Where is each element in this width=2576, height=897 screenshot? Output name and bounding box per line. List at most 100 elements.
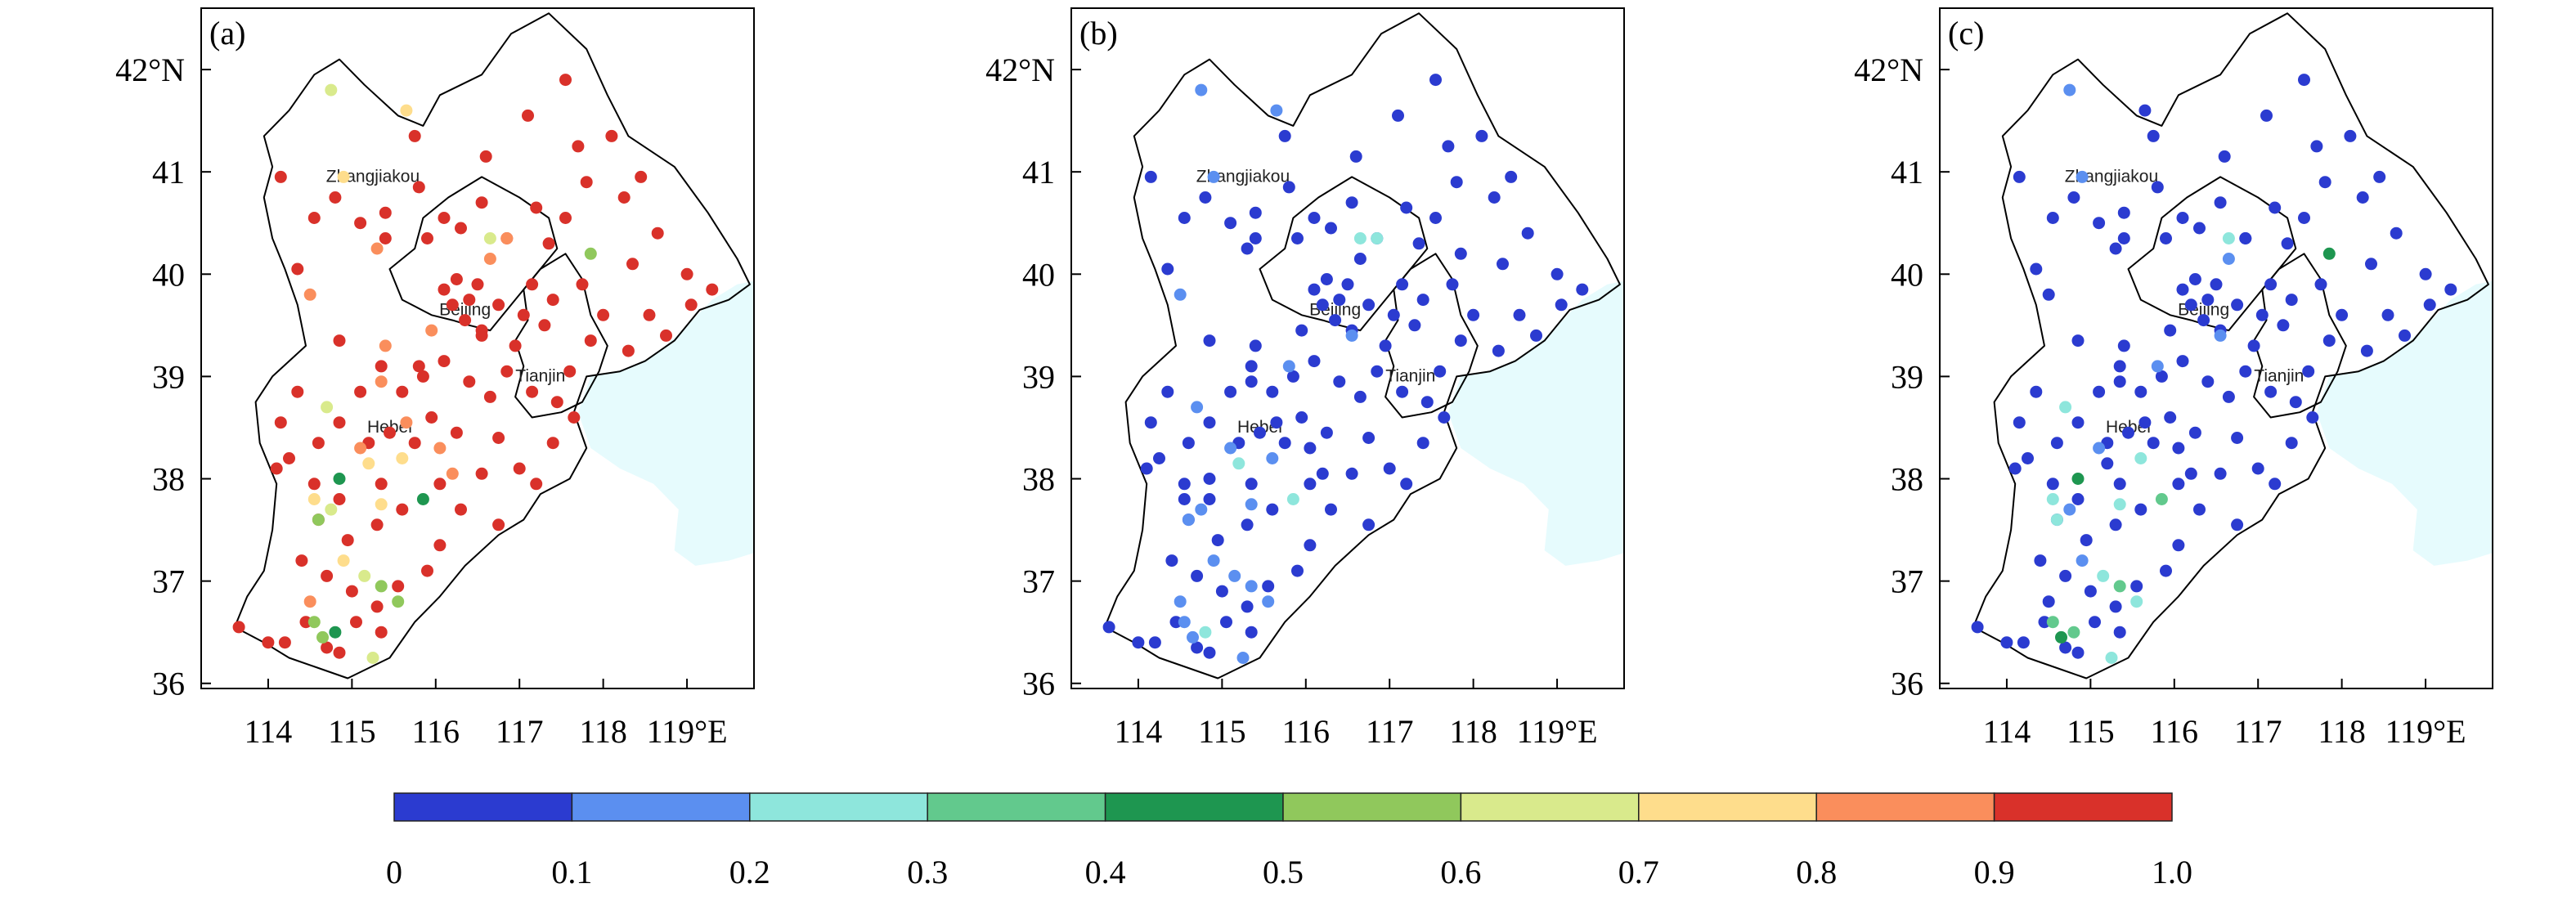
station-dot [2138, 416, 2152, 429]
station-dot [1178, 493, 1191, 505]
station-dot [1207, 554, 1220, 567]
station-dot [1446, 278, 1459, 291]
lat-tick-label: 38 [1891, 461, 1923, 498]
station-dot [2109, 600, 2122, 613]
station-dot [2184, 467, 2197, 480]
station-dot [2218, 150, 2231, 163]
lat-tick-label: 36 [1891, 666, 1923, 702]
colorbar-tick-label: 0 [386, 854, 402, 890]
station-dot [1420, 396, 1434, 409]
station-dot [450, 273, 463, 285]
station-dot [2264, 278, 2278, 291]
station-dot [2176, 212, 2189, 224]
station-dot [2063, 503, 2076, 516]
station-dot [2117, 232, 2130, 244]
colorbar-swatch [1993, 792, 2173, 822]
station-dot [2160, 232, 2172, 244]
station-dot [2188, 426, 2201, 439]
station-dot [2255, 308, 2269, 321]
station-dot [1203, 493, 1216, 505]
station-dot [274, 170, 287, 183]
station-dot [1266, 503, 1279, 516]
station-dot [2109, 518, 2122, 531]
lon-tick-label: 116 [1282, 713, 1331, 750]
colorbar-tick-label: 0.2 [729, 854, 770, 890]
station-dot [530, 201, 543, 214]
lon-tick-label: 117 [2234, 713, 2282, 750]
station-dot [425, 411, 438, 424]
station-dot [1454, 247, 1467, 260]
station-dot [1316, 298, 1329, 312]
station-dot [605, 129, 618, 142]
colorbar-swatch [1460, 792, 1640, 822]
station-dot [321, 401, 334, 414]
station-dot [1497, 258, 1509, 271]
station-dot [400, 416, 413, 429]
station-dot [299, 616, 312, 629]
station-dot [384, 426, 396, 439]
station-dot [1416, 437, 1429, 450]
station-dot [2013, 170, 2026, 183]
station-dot [2113, 478, 2126, 491]
station-dot [379, 232, 392, 244]
colorbar-swatch [927, 792, 1106, 822]
station-dot [1551, 267, 1564, 280]
station-dot [455, 503, 467, 516]
station-dot [1266, 385, 1279, 398]
lon-tick-label: 117 [496, 713, 544, 750]
lat-tick-label: 39 [1891, 358, 1923, 395]
station-dot [2306, 411, 2319, 424]
station-dot [2000, 636, 2013, 649]
station-dot [584, 247, 597, 260]
station-dot [2059, 401, 2072, 414]
station-dot [2089, 616, 2101, 629]
station-dot [1345, 196, 1358, 209]
station-dot [2356, 191, 2369, 204]
station-dot [1165, 554, 1178, 567]
station-dot [2419, 267, 2432, 280]
station-dot [568, 411, 581, 424]
station-dot [358, 569, 371, 582]
station-dot [1434, 365, 1447, 378]
station-dot [2155, 493, 2168, 505]
station-dot [400, 104, 413, 117]
station-dot [396, 385, 409, 398]
station-dot [1245, 478, 1258, 491]
station-dot [1241, 600, 1254, 613]
station-dot [1187, 630, 1199, 644]
station-dot [2109, 242, 2122, 255]
station-dot [651, 226, 664, 240]
lat-tick-label: 40 [1022, 256, 1055, 293]
station-dot [433, 539, 447, 552]
province-border [1972, 12, 2489, 679]
colorbar-swatch [1815, 792, 1995, 822]
station-dot [2336, 308, 2349, 321]
station-dot [1345, 329, 1358, 342]
station-dot [2071, 334, 2085, 348]
station-dot [2285, 294, 2298, 307]
station-dot [1224, 385, 1237, 398]
station-dot [1203, 416, 1216, 429]
map-panel-c: ZhangjiakouBeijingTianjinHebei1141151161… [1854, 7, 2493, 750]
station-dot [2251, 462, 2264, 475]
station-dot [341, 534, 354, 547]
station-dot [375, 626, 388, 639]
station-dot [291, 262, 304, 276]
panel-label: (a) [209, 15, 245, 52]
station-dot [1513, 308, 1526, 321]
station-dot [333, 493, 346, 505]
station-dot [2050, 437, 2063, 450]
station-dot [1291, 564, 1304, 577]
station-dot [2080, 534, 2093, 547]
colorbar-swatch [1104, 792, 1284, 822]
station-dot [333, 416, 346, 429]
station-dot [2134, 452, 2147, 464]
station-dot [2373, 170, 2386, 183]
station-dot [1249, 232, 1262, 244]
lon-tick-label: 118 [1449, 713, 1497, 750]
lon-tick-label: 115 [328, 713, 376, 750]
map-frame [200, 7, 755, 689]
station-dot [1228, 569, 1241, 582]
station-dot [1191, 641, 1204, 654]
